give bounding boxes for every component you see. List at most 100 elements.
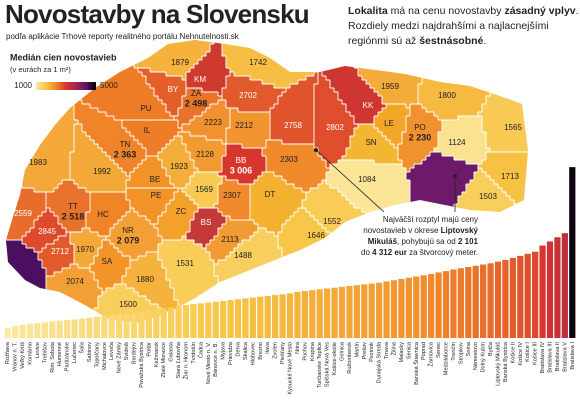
district-value: 1742 [249, 58, 267, 67]
district-value: 1084 [358, 175, 376, 184]
text-span: Liptovský [441, 226, 479, 235]
district-value: 2223 [204, 118, 222, 127]
bar [227, 300, 234, 338]
bar [145, 310, 152, 338]
district-value: 2074 [66, 277, 84, 286]
bar-label: Poprad [421, 342, 427, 360]
bar-label: Bratislava V [562, 342, 568, 372]
bar-label: Tvrdošín [191, 342, 197, 364]
district-code: ZA [191, 89, 202, 98]
bar [71, 319, 78, 338]
text-line: Rozdiely medzi najdrahšími a najlacnejší… [348, 20, 549, 32]
district-value: 2702 [239, 91, 257, 100]
bar [428, 274, 435, 338]
district-value: 1983 [29, 158, 47, 167]
bar [450, 269, 457, 338]
bar [457, 268, 464, 338]
district-code: LE [384, 119, 394, 128]
bar [212, 301, 219, 338]
bar [86, 317, 93, 338]
text-span: má na cenu novostavby [388, 5, 505, 17]
bar [26, 323, 34, 338]
bar-label: Hlohovec [250, 342, 256, 366]
district-value: 1992 [93, 167, 111, 176]
text-span: Lokalita [348, 5, 388, 17]
district-code: DT [265, 190, 276, 199]
bar-label: Galanta [169, 341, 175, 361]
bar-label: Rožňava [5, 341, 11, 364]
district-value: 3 006 [230, 165, 253, 175]
bar [4, 328, 11, 338]
bar [234, 299, 242, 338]
bar-label: Šaľa [78, 341, 85, 353]
district-code: PU [140, 104, 151, 113]
bar-label: Senec [436, 342, 442, 358]
bar [257, 296, 264, 338]
bar-label: Kežmarok [154, 342, 160, 367]
district-value: 1503 [479, 192, 497, 201]
bar-label: Dunajská Streda [377, 341, 383, 383]
bar-label: Medzilaborce [443, 342, 449, 375]
bar-label: Banská Bystrica [503, 341, 509, 382]
text-span: . [576, 5, 579, 17]
legend-tick-label: 5000 [100, 81, 118, 90]
legend-gradient [36, 82, 96, 90]
district-code: TN [120, 140, 131, 149]
bar-label: Košice II [510, 342, 516, 364]
title: Novostavby na Slovensku [5, 0, 309, 29]
bar [286, 293, 294, 338]
legend-title: Medián cien novostavieb [10, 52, 117, 62]
bar-label: Bánovce n. B. [213, 342, 219, 377]
bar-chart: Rožňava Vranov n. T. Veľký Krtíš Komárno Lev… [4, 167, 576, 395]
bar [242, 298, 249, 338]
district-value: 1500 [119, 300, 137, 309]
bar-label: Trenčín [451, 342, 457, 361]
bar [309, 290, 316, 338]
bar-label: Ilava [265, 341, 271, 354]
bar [316, 289, 323, 338]
district [217, 143, 267, 185]
bar-label: Myjava [221, 341, 227, 360]
bar-label: Kysucké Nové Mesto [287, 342, 293, 395]
bar-label: Brezno [258, 342, 264, 360]
bar-label: Humenné [57, 342, 63, 366]
bar [561, 233, 568, 338]
bar-label: Nitra [295, 341, 301, 354]
bar [175, 306, 182, 338]
text-span: šestnásobné [419, 35, 483, 47]
bar-label: Poltár [146, 342, 152, 357]
legend-unit: (v eurách za 1 m²) [10, 65, 71, 74]
district-code: HC [97, 210, 109, 219]
bar-label: Liptovský Mikuláš [495, 342, 501, 386]
bar [168, 307, 175, 338]
district [177, 131, 227, 173]
district-value: 2712 [51, 247, 69, 256]
bar [405, 277, 412, 338]
bar [480, 264, 487, 338]
bar-label: Senica [406, 341, 412, 359]
bar-label: Rim. Sobota [50, 341, 56, 373]
bar [123, 313, 130, 338]
district-code: TT [68, 202, 78, 211]
bar-label: Bardejov [131, 342, 137, 364]
bar [361, 284, 368, 338]
bar-label: Michalovce [102, 342, 108, 370]
bar-label: Bytča [488, 341, 494, 356]
district-value: 1959 [381, 82, 399, 91]
district-value: 2303 [280, 155, 298, 164]
bar [78, 318, 86, 338]
district-value: 1552 [323, 217, 341, 226]
bar-label: Košice IV [518, 342, 524, 366]
bar [368, 283, 375, 338]
bar-label: Detva [235, 341, 241, 357]
bar-label: Lučenec [72, 342, 78, 363]
bar [420, 275, 427, 338]
bar [569, 167, 576, 338]
bar [524, 253, 531, 338]
bar-label: Piešťany [280, 342, 286, 364]
district-code: ZC [176, 207, 187, 216]
bar [41, 322, 48, 338]
bar-label: Snina [466, 341, 472, 356]
bar-label: Levice [35, 342, 41, 358]
